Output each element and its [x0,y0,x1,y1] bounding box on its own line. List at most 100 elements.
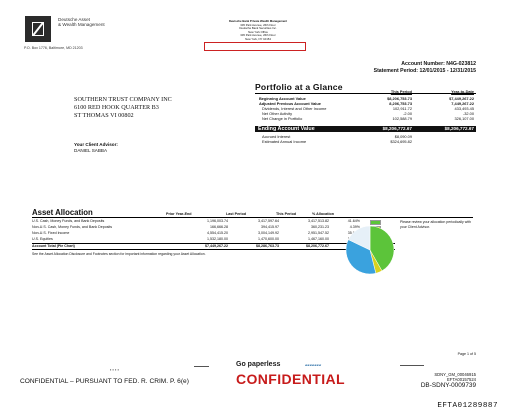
estimated-income-row: Estimated Annual Income $324,695.82 [259,139,474,144]
prior-year-end-value: 1,532,180.00 [207,237,228,241]
logo-line2: & Wealth Management [58,22,105,27]
row-year-to-date: -32.00 [462,111,474,116]
allocation-note: See the Asset Allocation Disclosure and … [32,252,206,256]
confidential-notice: CONFIDENTIAL – PURSUANT TO FED. R. CRIM.… [20,378,189,385]
row-label: Net Other Activity [262,111,293,116]
portfolio-row: Dividends, Interest and Other Income 102,… [259,106,474,111]
portfolio-column-headers: This Period Year-to-Date [259,89,474,94]
efta-number: EFTA01289887 [437,402,498,410]
bank-address-line: Deutsche Bank Private Wealth Management [228,19,288,23]
partner-logo-icon: ▰▰▰▰▰▰▰ [305,363,322,367]
allocation-row: Non-U.S. Fixed Income 4,554,415.20 3,004,1… [32,231,395,237]
footer-disclosure-icon: ▬▬▬▬▬▬▬▬ [400,363,424,367]
last-period-value: 3,004,149.92 [258,231,279,235]
col-this-period: This Period [276,212,297,216]
go-paperless: Go paperless [236,361,281,368]
total-prior: $7,449,267.22 [205,244,228,248]
ending-account-value-bar: Ending Account Value $8,206,772.67 $8,20… [255,126,476,132]
prior-year-end-value: 4,554,415.20 [207,231,228,235]
col-allocation-pct: % Allocation [312,212,334,216]
portfolio-row: Adjusted Previous Account Value 8,206,753… [259,101,474,106]
row-this-period: $8,206,753.73 [387,96,412,101]
asset-allocation-rule [32,217,473,218]
row-label: Estimated Annual Income [262,139,307,144]
row-label: Adjusted Previous Account Value [259,101,321,106]
pie-slice [369,225,395,272]
row-this-period: -2.00 [403,111,412,116]
bank-address-block: Deutsche Bank Private Wealth Management … [210,19,306,42]
ending-label: Ending Account Value [258,126,315,132]
allocation-total-row: Account Total (Pie Chart) $7,449,267.22 $8… [32,243,395,250]
prior-year-end-value: 166,666.28 [210,225,228,229]
row-period: $324,695.82 [390,139,412,144]
portfolio-row: Net Change in Portfolio 102,588.79 326,107… [259,116,474,121]
portfolio-title: Portfolio at a Glance [255,82,343,92]
row-period: $8,090.09 [394,134,412,139]
col-last-period: Last Period [226,212,247,216]
allocation-row: Non-U.S. Cash, Money Funds, and Bank Dep… [32,225,395,231]
row-this-period: 8,206,753.73 [389,101,412,106]
statement-period-label: Statement Period: [373,68,418,74]
accrued-interest-row: Accrued Interest $8,090.09 [259,134,474,139]
this-period-value: 1,467,160.00 [308,237,329,241]
bank-address-line: 345 Park Avenue, 26th Floor [240,22,276,27]
portfolio-row: Net Other Activity -2.00 -32.00 [259,111,474,116]
last-period-value: 394,415.97 [261,225,279,229]
row-label: Net Change in Portfolio [262,116,303,121]
footer-mark-icon: ▬▬▬▬▬ [194,364,209,368]
sdny-gm-number: SDNY_GM_00046915 [434,372,476,377]
row-year-to-date: 326,107.00 [454,116,474,121]
total-last: $8,286,763.73 [256,244,279,248]
total-this: $8,206,772.67 [306,244,329,248]
row-label: Beginning Account Value [259,96,306,101]
row-year-to-date: 7,449,267.22 [451,101,474,106]
asset-class-name: U.S. Equities [32,237,53,241]
account-number-label: Account Number: [401,61,445,67]
redaction-box [204,42,306,51]
allocation-pct: 4.39% [349,225,360,229]
bank-address-line: Deutsche Bank Securities Inc. [239,26,277,31]
row-year-to-date: 433,493.45 [454,106,474,111]
allocation-pie-chart [345,225,395,275]
row-this-period: 102,588.79 [392,116,412,121]
account-number-value: N4G-023812 [446,61,476,67]
asset-class-name: Non-U.S. Cash, Money Funds, and Bank Dep… [32,225,113,229]
ending-this-period: $8,206,772.67 [382,126,412,131]
total-label: Account Total (Pie Chart) [32,244,75,248]
this-period-value: 2,951,547.52 [308,231,329,235]
pie-slice [345,239,377,275]
row-year-to-date: $7,449,267.22 [449,96,474,101]
this-period-value: 360,231.23 [311,225,329,229]
asset-class-name: U.S. Cash, Money Funds, and Bank Deposit… [32,219,105,223]
confidential-stamp: CONFIDENTIAL [236,371,346,387]
allocation-pct: 41.64% [347,219,360,223]
address-line: 6100 RED HOOK QUARTER B3 [74,104,159,111]
address-line: SOUTHERN TRUST COMPANY INC [74,96,172,103]
statement-period: Statement Period: 12/01/2015 - 12/31/201… [374,68,476,74]
this-period-value: 3,417,513.82 [308,219,329,223]
allocation-row: U.S. Cash, Money Funds, and Bank Deposit… [32,219,395,225]
prior-year-end-value: 1,196,003.74 [207,219,228,223]
portfolio-row: Beginning Account Value $8,206,753.73 $7,4… [259,96,474,101]
bank-address-line: New York, NY 10154 [245,36,271,41]
mailing-address: SOUTHERN TRUST COMPANY INC 6100 RED HOOK… [74,96,172,120]
po-box: P.O. Box 1776, Baltimore, MD 21203 [24,46,83,50]
legend-swatch [370,220,381,225]
logo-line1: Deutsche Asset [58,17,90,22]
address-line: ST THOMAS VI 00802 [74,112,134,119]
pie-slice [348,225,371,251]
last-period-value: 3,417,597.64 [258,219,279,223]
bank-address-line: New York Office [248,29,268,34]
asset-class-name: Non-U.S. Fixed Income [32,231,70,235]
row-label: Accrued Interest [262,134,291,139]
bank-address-line: 345 Park Avenue, 26th Floor [240,33,276,38]
ending-year-to-date: $8,206,772.67 [444,126,474,131]
last-period-value: 1,470,600.00 [258,237,279,241]
col-year-to-date: Year-to-Date [451,89,474,94]
review-allocation-note: Please review your allocation periodical… [400,220,472,229]
col-this-period: This Period [390,89,412,94]
row-label: Dividends, Interest and Other Income [262,106,327,111]
client-advisor-label: Your Client Advisor: [74,142,118,147]
client-advisor-name: DANIEL SABBA [74,148,108,153]
asset-allocation-title: Asset Allocation [32,208,93,217]
